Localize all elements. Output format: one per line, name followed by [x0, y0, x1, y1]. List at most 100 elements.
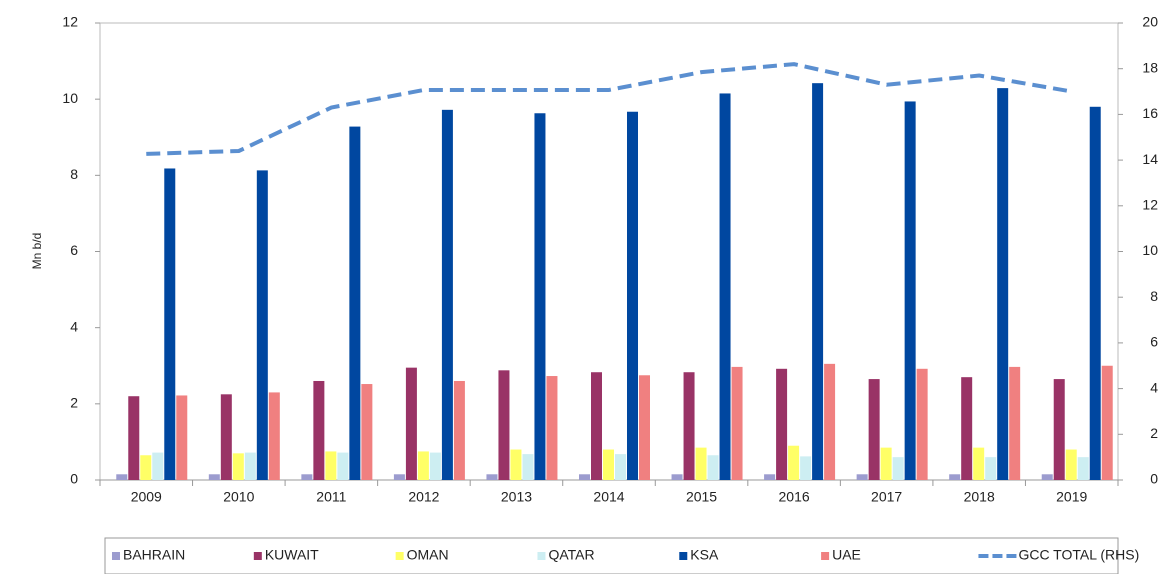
bar — [997, 88, 1009, 480]
bar — [453, 380, 465, 480]
bar — [498, 370, 510, 480]
legend-swatch — [537, 552, 546, 560]
x-tick-label: 2010 — [223, 489, 254, 505]
legend-label: KSA — [690, 547, 719, 563]
y-tick-label: 12 — [62, 14, 78, 30]
bar — [176, 395, 188, 480]
bar — [337, 452, 349, 480]
bar — [393, 474, 405, 480]
bar — [973, 447, 985, 480]
x-tick-label: 2012 — [408, 489, 439, 505]
bar — [116, 474, 128, 480]
y2-tick-label: 20 — [1142, 14, 1158, 30]
legend-frame — [104, 537, 1119, 574]
bar — [522, 454, 534, 480]
bar — [1053, 379, 1065, 480]
bar — [639, 375, 650, 480]
y2-tick-label: 16 — [1142, 105, 1158, 121]
bar — [719, 93, 731, 481]
legend-label: BAHRAIN — [123, 547, 185, 563]
bar — [812, 83, 824, 481]
bar — [615, 454, 626, 480]
bar — [788, 445, 800, 480]
bar — [349, 126, 361, 480]
bar — [256, 170, 268, 480]
legend-swatch — [679, 552, 688, 560]
y2-tick-label: 8 — [1150, 288, 1158, 304]
bar — [1077, 457, 1089, 480]
bar — [164, 168, 176, 480]
bar — [140, 455, 152, 480]
bar — [417, 451, 429, 480]
bar — [1009, 366, 1021, 480]
bar — [695, 447, 707, 480]
bar — [800, 456, 812, 480]
bar — [892, 457, 904, 480]
x-tick-label: 2019 — [1056, 489, 1087, 505]
bar — [985, 457, 997, 480]
bar — [1089, 106, 1101, 481]
legend-label: KUWAIT — [265, 547, 319, 563]
bar — [683, 372, 695, 480]
legend-label: UAE — [832, 547, 861, 563]
x-tick-label: 2013 — [501, 489, 532, 505]
bar — [244, 452, 256, 480]
bar — [627, 111, 638, 481]
bar — [904, 101, 916, 481]
bar — [880, 447, 892, 480]
x-tick-label: 2016 — [779, 489, 810, 505]
y-tick-label: 4 — [70, 318, 78, 334]
bar — [220, 394, 232, 480]
bar — [961, 377, 973, 480]
bar — [776, 368, 788, 480]
legend-swatch — [821, 552, 830, 560]
legend-swatch — [253, 552, 262, 560]
y-axis-label: Mn b/d — [30, 233, 44, 270]
y-tick-label: 8 — [70, 166, 78, 182]
y2-tick-label: 4 — [1150, 379, 1158, 395]
bar — [671, 474, 683, 480]
line-series — [146, 62, 1073, 156]
y2-tick-label: 10 — [1142, 242, 1158, 258]
y-tick-label: 2 — [70, 395, 78, 411]
bar — [301, 474, 313, 480]
y2-tick-label: 0 — [1150, 471, 1158, 487]
bar — [361, 384, 373, 480]
bar — [268, 392, 280, 480]
bar — [949, 474, 961, 480]
bar — [325, 451, 337, 480]
bar — [1065, 449, 1077, 480]
x-tick-label: 2015 — [686, 489, 717, 505]
y-tick-label: 10 — [62, 90, 78, 106]
y-tick-label: 6 — [70, 242, 78, 258]
legend-swatch — [112, 552, 120, 560]
bar — [731, 366, 743, 480]
bar — [1101, 365, 1113, 480]
bar — [546, 376, 558, 480]
y-tick-label: 0 — [70, 471, 78, 487]
bar — [603, 449, 614, 480]
y2-tick-label: 12 — [1142, 197, 1158, 213]
bar — [868, 379, 880, 480]
y2-tick-label: 6 — [1150, 334, 1158, 350]
bar — [764, 474, 776, 480]
x-tick-label: 2009 — [131, 489, 162, 505]
bar — [591, 372, 602, 480]
bar — [208, 474, 220, 480]
legend-label: OMAN — [407, 547, 449, 563]
y2-tick-label: 2 — [1150, 425, 1158, 441]
y2-tick-label: 18 — [1142, 59, 1158, 75]
bar — [128, 396, 140, 480]
legend-label: GCC TOTAL (RHS) — [1018, 547, 1139, 563]
bar — [707, 455, 719, 480]
bar — [534, 113, 546, 480]
bar — [1041, 474, 1053, 480]
legend-label: QATAR — [548, 547, 594, 563]
x-tick-label: 2011 — [316, 489, 346, 505]
bar — [441, 109, 453, 480]
bar — [405, 367, 417, 480]
x-tick-label: 2017 — [871, 489, 902, 505]
y2-tick-label: 14 — [1142, 151, 1158, 167]
